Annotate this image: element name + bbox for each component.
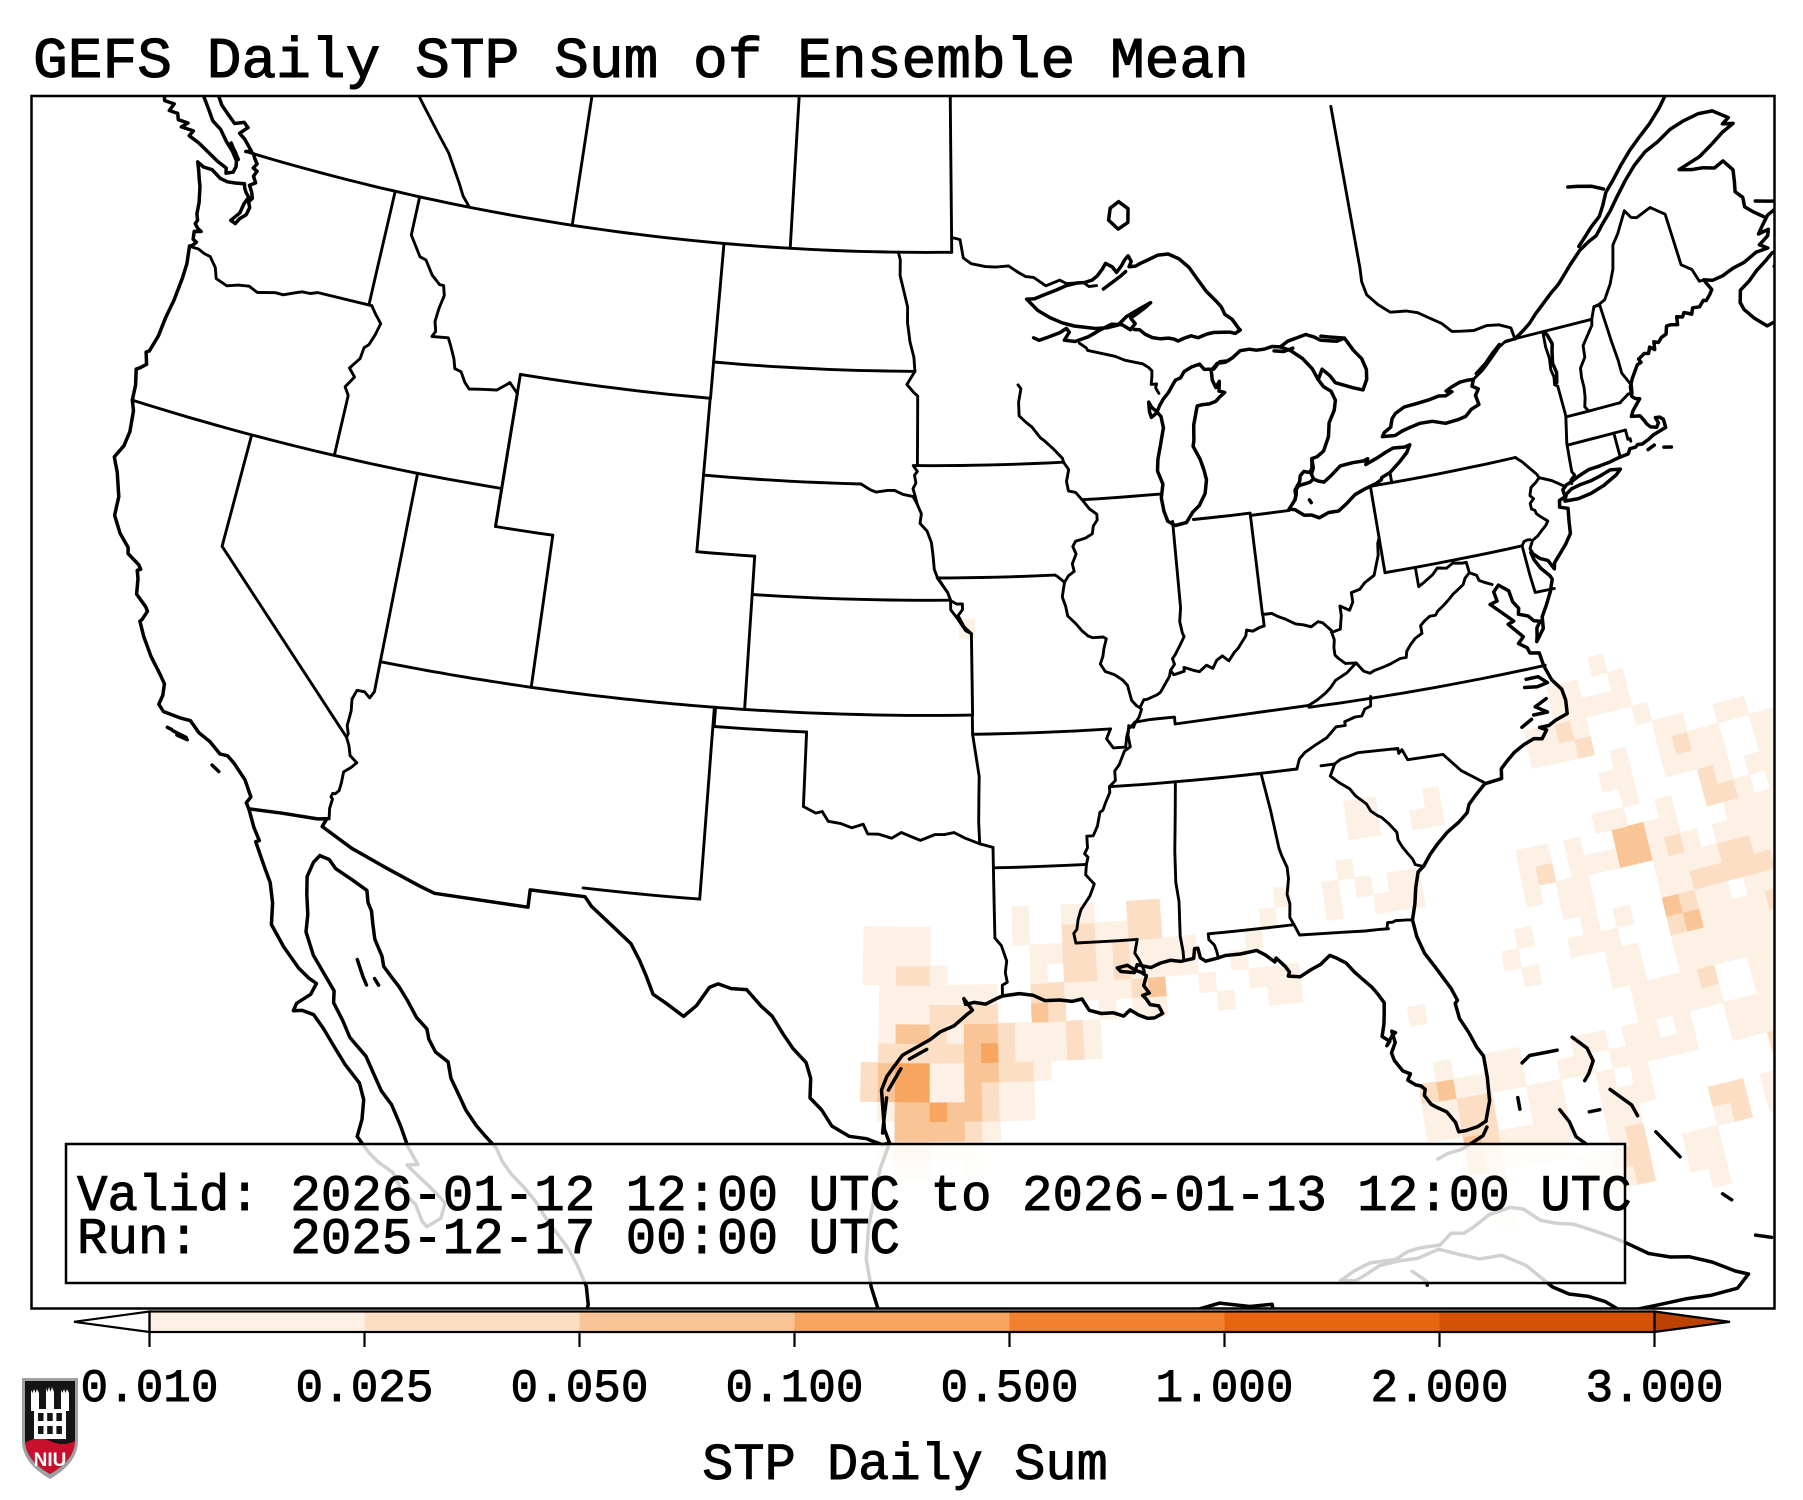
svg-text:0.010: 0.010 — [80, 1363, 218, 1415]
svg-text:3.000: 3.000 — [1585, 1363, 1723, 1415]
svg-text:NIU: NIU — [34, 1450, 67, 1471]
svg-text:1.000: 1.000 — [1155, 1363, 1293, 1415]
svg-text:Run: 2025-12-17 00:00 UTC: Run: 2025-12-17 00:00 UTC — [77, 1212, 900, 1269]
svg-text:GEFS Daily STP Sum of Ensemble: GEFS Daily STP Sum of Ensemble Mean — [33, 30, 1249, 95]
svg-text:STP Daily Sum: STP Daily Sum — [702, 1436, 1108, 1495]
svg-text:0.025: 0.025 — [295, 1363, 433, 1415]
svg-text:0.100: 0.100 — [725, 1363, 863, 1415]
svg-text:Valid: 2026-01-12 12:00 UTC to: Valid: 2026-01-12 12:00 UTC to 2026-01-1… — [77, 1169, 1632, 1226]
svg-text:0.050: 0.050 — [510, 1363, 648, 1415]
svg-text:2.000: 2.000 — [1370, 1363, 1508, 1415]
svg-text:0.500: 0.500 — [940, 1363, 1078, 1415]
